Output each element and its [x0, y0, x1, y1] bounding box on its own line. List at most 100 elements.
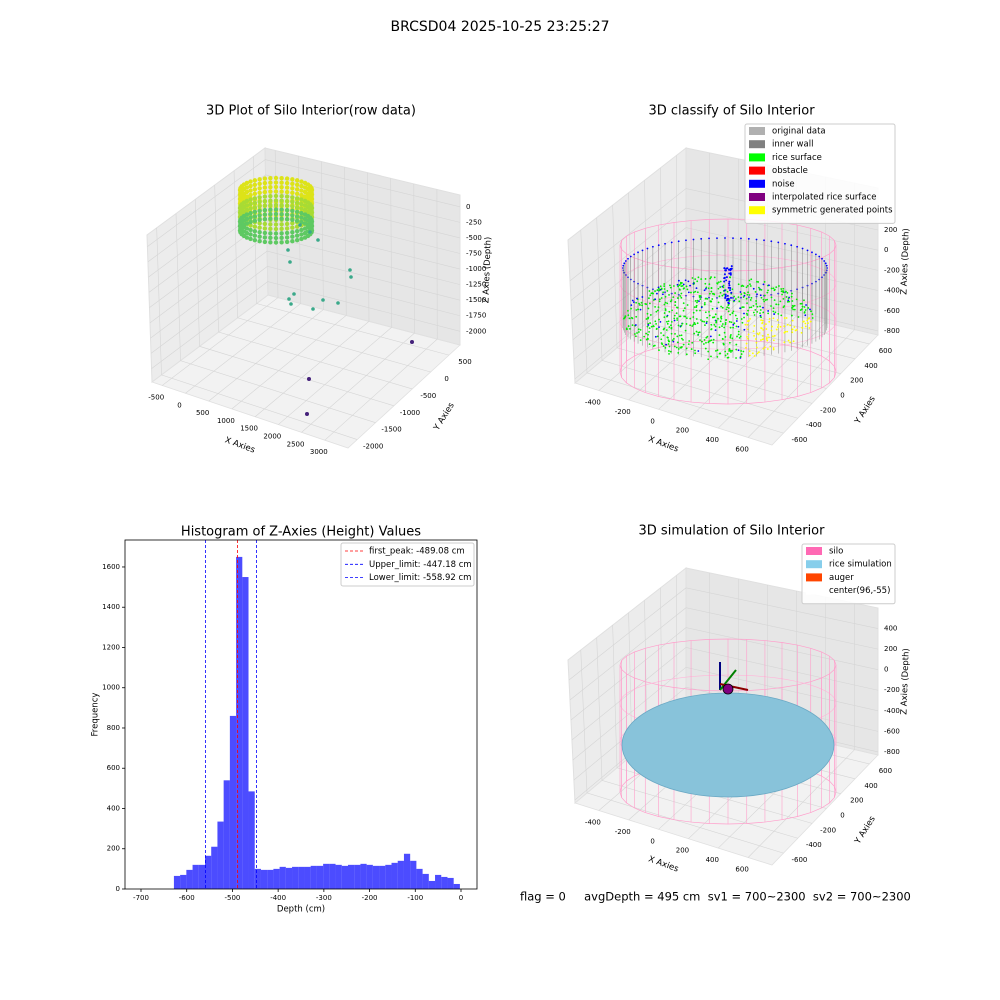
point [248, 188, 253, 193]
point [677, 240, 680, 243]
point [756, 305, 759, 308]
point [806, 319, 809, 322]
point [680, 292, 683, 295]
grid-line [149, 235, 461, 324]
point [279, 231, 284, 236]
point [766, 339, 769, 342]
point [652, 325, 655, 328]
point [268, 240, 273, 245]
y-tick-label: 500 [458, 358, 471, 366]
point [670, 299, 673, 301]
point [661, 293, 664, 296]
point [632, 301, 635, 304]
point [714, 329, 717, 332]
grid-line [195, 199, 394, 407]
point [692, 316, 695, 318]
point [786, 300, 789, 303]
bar [391, 862, 398, 889]
point [707, 287, 710, 290]
point [724, 336, 727, 338]
point [740, 237, 742, 240]
grid-line [628, 158, 739, 401]
point [639, 304, 641, 306]
point [316, 238, 320, 242]
point [732, 237, 734, 239]
point [674, 332, 676, 335]
point [694, 352, 697, 355]
point [244, 216, 250, 222]
point [727, 310, 730, 313]
y-tick-label: 400 [864, 782, 877, 790]
point [302, 235, 308, 240]
point [694, 278, 697, 280]
point [657, 306, 660, 309]
point [724, 354, 727, 357]
point [663, 285, 666, 288]
grid-line [151, 281, 461, 369]
point [262, 216, 268, 222]
point [736, 317, 738, 320]
point [757, 333, 760, 336]
point [737, 330, 740, 333]
point [738, 300, 741, 303]
bar [229, 715, 237, 889]
point [311, 307, 315, 311]
point [714, 313, 717, 316]
grid-line [301, 183, 415, 433]
point [730, 321, 733, 324]
point [797, 316, 800, 318]
point [740, 350, 742, 352]
point [684, 329, 687, 332]
point [698, 295, 701, 297]
point [728, 272, 731, 275]
legend-swatch [806, 547, 822, 555]
point [702, 343, 705, 345]
x-tick-label: 400 [706, 856, 719, 864]
point [775, 286, 778, 289]
point [784, 242, 786, 245]
point [680, 296, 683, 299]
point [654, 320, 657, 323]
point [665, 343, 668, 346]
point [308, 230, 312, 234]
point [760, 319, 763, 322]
point [686, 304, 689, 306]
point [774, 311, 777, 314]
legend-label: Lower_limit: -558.92 cm [369, 573, 471, 583]
point [248, 197, 253, 202]
point [636, 297, 638, 300]
point [655, 327, 658, 330]
y-tick-label: 1400 [102, 603, 120, 611]
point [716, 307, 718, 310]
point [717, 287, 720, 290]
point [747, 291, 749, 294]
y-tick-label: -600 [792, 856, 808, 864]
point [685, 347, 688, 350]
point [674, 304, 677, 307]
y-tick-label: 600 [879, 347, 892, 355]
point [625, 327, 628, 330]
bar [205, 855, 212, 889]
point [273, 216, 279, 221]
point [716, 282, 719, 285]
point [658, 289, 661, 292]
point [769, 345, 772, 348]
point [692, 282, 695, 285]
point [735, 325, 738, 328]
point [683, 315, 686, 318]
point [290, 238, 295, 244]
point [700, 278, 703, 280]
point [767, 289, 769, 292]
point [643, 335, 646, 338]
point [636, 332, 638, 334]
point [671, 339, 674, 342]
point [811, 313, 814, 316]
grid-line [156, 227, 358, 440]
point [715, 319, 718, 322]
point [749, 317, 751, 320]
point [284, 189, 290, 195]
point [673, 317, 676, 320]
point [257, 217, 262, 223]
point [708, 340, 710, 343]
point [785, 296, 788, 298]
